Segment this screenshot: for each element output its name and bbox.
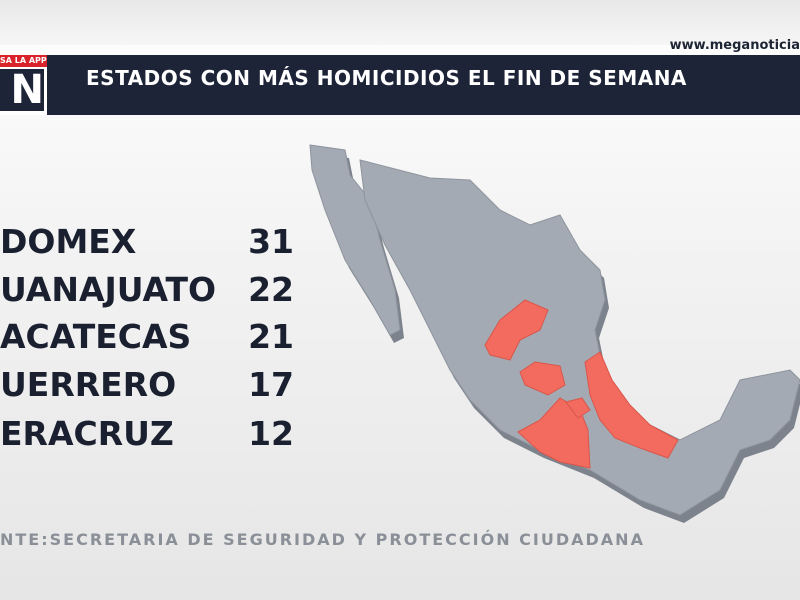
title-bar [0, 55, 800, 115]
state-name: UANAJUATO [0, 270, 217, 309]
highlighted-states [484, 299, 679, 469]
homicide-count: 17 [248, 365, 294, 404]
map-land [309, 144, 800, 516]
app-banner[interactable]: SA LA APP [0, 55, 47, 67]
logo-text: N [0, 69, 44, 111]
homicide-count: 22 [248, 270, 294, 309]
row: DOMEX 31 [0, 222, 300, 266]
homicide-count: 12 [248, 414, 294, 453]
logo: N [0, 67, 47, 115]
state-name: UERRERO [0, 365, 177, 404]
row: ERACRUZ 12 [0, 414, 300, 458]
state-name: DOMEX [0, 222, 137, 261]
homicide-count: 21 [248, 317, 294, 356]
row: ACATECAS 21 [0, 317, 300, 361]
state-name: ERACRUZ [0, 414, 174, 453]
row: UERRERO 17 [0, 365, 300, 409]
source: NTE:SECRETARIA DE SEGURIDAD Y PROTECCIÓN… [0, 530, 645, 549]
homicide-count: 31 [248, 222, 294, 261]
top-strip [0, 0, 800, 45]
row: UANAJUATO 22 [0, 270, 300, 314]
website: www.meganoticia [669, 38, 800, 53]
state-name: ACATECAS [0, 317, 192, 356]
title: ESTADOS CON MÁS HOMICIDIOS EL FIN DE SEM… [86, 66, 687, 90]
